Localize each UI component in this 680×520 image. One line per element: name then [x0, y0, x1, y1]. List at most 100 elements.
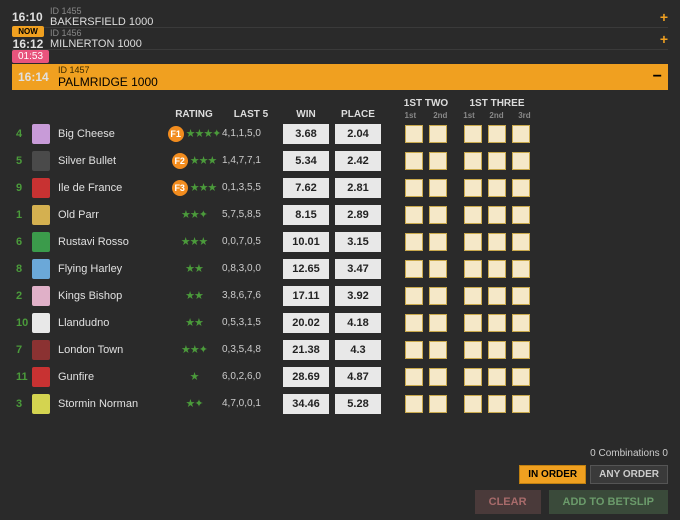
first-three-3rd-checkbox[interactable]: [512, 287, 530, 305]
first-three-1st-checkbox[interactable]: [464, 152, 482, 170]
first-two-1st-checkbox[interactable]: [405, 125, 423, 143]
clear-button[interactable]: CLEAR: [475, 490, 541, 514]
win-odds-button[interactable]: 17.11: [283, 286, 329, 306]
silk-icon: [32, 313, 50, 333]
race-name: PALMRIDGE 1000: [58, 75, 158, 89]
first-two-1st-checkbox[interactable]: [405, 179, 423, 197]
first-two-2nd-checkbox[interactable]: [429, 341, 447, 359]
first-three-1st-checkbox[interactable]: [464, 233, 482, 251]
first-three-3rd-checkbox[interactable]: [512, 368, 530, 386]
first-two-2nd-checkbox[interactable]: [429, 179, 447, 197]
first-two-1st-checkbox[interactable]: [405, 233, 423, 251]
first-two-1st-checkbox[interactable]: [405, 287, 423, 305]
first-three-3rd-checkbox[interactable]: [512, 260, 530, 278]
place-odds-button[interactable]: 2.81: [335, 178, 381, 198]
first-three-3rd-checkbox[interactable]: [512, 206, 530, 224]
first-two-2nd-checkbox[interactable]: [429, 314, 447, 332]
add-to-betslip-button[interactable]: ADD TO BETSLIP: [549, 490, 668, 514]
first-three-1st-checkbox[interactable]: [464, 206, 482, 224]
rating-stars: ★★★: [190, 154, 217, 167]
first-three-1st-checkbox[interactable]: [464, 368, 482, 386]
first-two-1st-checkbox[interactable]: [405, 152, 423, 170]
place-odds-button[interactable]: 3.92: [335, 286, 381, 306]
place-odds-button[interactable]: 4.87: [335, 367, 381, 387]
first-three-1st-checkbox[interactable]: [464, 287, 482, 305]
first-three-2nd-checkbox[interactable]: [488, 341, 506, 359]
race-row[interactable]: 16:10ID 1455BAKERSFIELD 1000+: [12, 6, 668, 28]
in-order-button[interactable]: IN ORDER: [519, 465, 586, 484]
first-two-1st-checkbox[interactable]: [405, 206, 423, 224]
any-order-button[interactable]: ANY ORDER: [590, 465, 668, 484]
win-odds-button[interactable]: 8.15: [283, 205, 329, 225]
place-odds-button[interactable]: 4.3: [335, 340, 381, 360]
place-odds-button[interactable]: 5.28: [335, 394, 381, 414]
first-three-2nd-checkbox[interactable]: [488, 260, 506, 278]
win-odds-button[interactable]: 10.01: [283, 232, 329, 252]
race-active-row[interactable]: 16:14 ID 1457 PALMRIDGE 1000 −: [12, 64, 668, 90]
first-three-1st-checkbox[interactable]: [464, 125, 482, 143]
countdown-badge: 01:53: [12, 50, 49, 63]
first-two-2nd-checkbox[interactable]: [429, 287, 447, 305]
place-odds-button[interactable]: 2.42: [335, 151, 381, 171]
first-three-3rd-checkbox[interactable]: [512, 341, 530, 359]
first-two-2nd-checkbox[interactable]: [429, 395, 447, 413]
place-odds-button[interactable]: 2.89: [335, 205, 381, 225]
expand-icon[interactable]: +: [660, 9, 668, 25]
first-two-2nd-checkbox[interactable]: [429, 125, 447, 143]
win-odds-button[interactable]: 21.38: [283, 340, 329, 360]
runner-name: Stormin Norman: [58, 398, 166, 410]
place-odds-button[interactable]: 3.15: [335, 232, 381, 252]
place-odds-button[interactable]: 3.47: [335, 259, 381, 279]
collapse-icon[interactable]: −: [653, 68, 662, 86]
win-odds-button[interactable]: 20.02: [283, 313, 329, 333]
first-three-3rd-checkbox[interactable]: [512, 233, 530, 251]
win-odds-button[interactable]: 28.69: [283, 367, 329, 387]
rating-stars: ★★★: [181, 235, 208, 248]
first-three-3rd-checkbox[interactable]: [512, 179, 530, 197]
first-three-2nd-checkbox[interactable]: [488, 179, 506, 197]
race-row[interactable]: NOW16:12ID 1456MILNERTON 1000+: [12, 28, 668, 50]
win-odds-button[interactable]: 7.62: [283, 178, 329, 198]
runner-row: 11 Gunfire ★ 6,0,2,6,0 28.69 4.87: [12, 363, 668, 390]
first-two-2nd-checkbox[interactable]: [429, 233, 447, 251]
runner-number: 4: [16, 128, 32, 140]
first-three-2nd-checkbox[interactable]: [488, 395, 506, 413]
win-odds-button[interactable]: 12.65: [283, 259, 329, 279]
first-three-3rd-checkbox[interactable]: [512, 125, 530, 143]
first-three-1st-checkbox[interactable]: [464, 395, 482, 413]
win-odds-button[interactable]: 3.68: [283, 124, 329, 144]
runner-number: 5: [16, 155, 32, 167]
first-three-2nd-checkbox[interactable]: [488, 152, 506, 170]
first-two-1st-checkbox[interactable]: [405, 368, 423, 386]
first-three-2nd-checkbox[interactable]: [488, 206, 506, 224]
first-three-1st-checkbox[interactable]: [464, 314, 482, 332]
first-three-3rd-checkbox[interactable]: [512, 314, 530, 332]
first-two-1st-checkbox[interactable]: [405, 314, 423, 332]
first-two-2nd-checkbox[interactable]: [429, 260, 447, 278]
win-odds-button[interactable]: 5.34: [283, 151, 329, 171]
first-two-2nd-checkbox[interactable]: [429, 152, 447, 170]
first-two-1st-checkbox[interactable]: [405, 395, 423, 413]
first-three-3rd-checkbox[interactable]: [512, 152, 530, 170]
first-two-1st-checkbox[interactable]: [405, 260, 423, 278]
expand-icon[interactable]: +: [660, 31, 668, 47]
first-three-3rd-checkbox[interactable]: [512, 395, 530, 413]
first-two-2nd-checkbox[interactable]: [429, 206, 447, 224]
first-three-1st-checkbox[interactable]: [464, 341, 482, 359]
first-three-1st-checkbox[interactable]: [464, 260, 482, 278]
runner-name: Rustavi Rosso: [58, 236, 166, 248]
first-three-2nd-checkbox[interactable]: [488, 314, 506, 332]
win-odds-button[interactable]: 34.46: [283, 394, 329, 414]
first-three-2nd-checkbox[interactable]: [488, 233, 506, 251]
place-odds-button[interactable]: 2.04: [335, 124, 381, 144]
first-three-2nd-checkbox[interactable]: [488, 287, 506, 305]
first-three-2nd-checkbox[interactable]: [488, 125, 506, 143]
race-id: ID 1456: [50, 28, 142, 38]
runner-number: 6: [16, 236, 32, 248]
first-two-1st-checkbox[interactable]: [405, 341, 423, 359]
rating-stars: ★★: [185, 289, 203, 302]
first-three-1st-checkbox[interactable]: [464, 179, 482, 197]
place-odds-button[interactable]: 4.18: [335, 313, 381, 333]
first-two-2nd-checkbox[interactable]: [429, 368, 447, 386]
first-three-2nd-checkbox[interactable]: [488, 368, 506, 386]
